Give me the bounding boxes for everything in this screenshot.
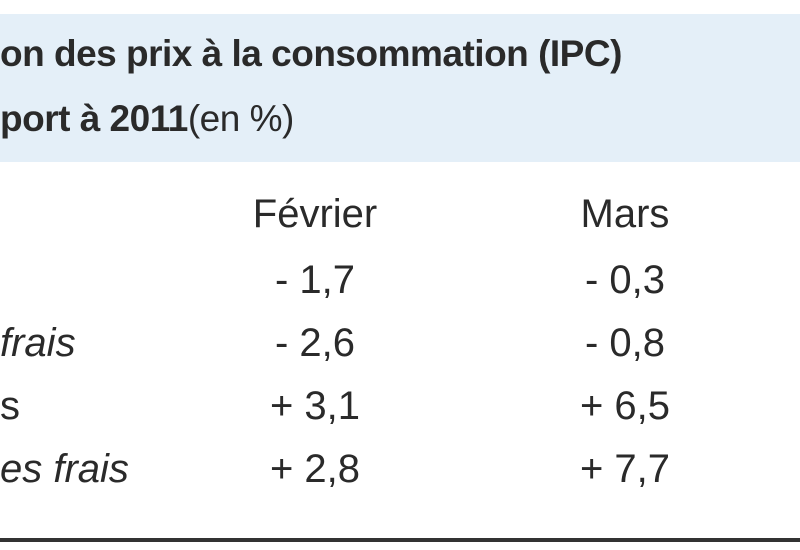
cell-value: - 0,8 xyxy=(584,321,666,365)
header-band xyxy=(0,14,800,162)
column-header: Mars xyxy=(580,192,670,236)
title-line-1: on des prix à la consommation (IPC) xyxy=(0,33,622,74)
cell-value: + 6,5 xyxy=(579,384,671,428)
cell-value: - 2,6 xyxy=(274,321,356,365)
title-unit: (en %) xyxy=(187,98,294,139)
cell-value: + 2,8 xyxy=(269,447,361,491)
cell-value: - 0,3 xyxy=(584,258,666,302)
cell-value: + 7,7 xyxy=(579,447,671,491)
row-label: frais xyxy=(0,321,76,365)
row-label: s xyxy=(0,384,20,428)
title-bold: port à 2011 xyxy=(0,98,188,139)
cell-value: + 3,1 xyxy=(269,384,361,428)
cell-value: - 1,7 xyxy=(274,258,356,302)
column-header: Février xyxy=(252,192,378,236)
title-line-2: port à 2011(en %) xyxy=(0,98,294,140)
bottom-rule xyxy=(0,538,800,542)
row-label: es frais xyxy=(0,447,129,491)
